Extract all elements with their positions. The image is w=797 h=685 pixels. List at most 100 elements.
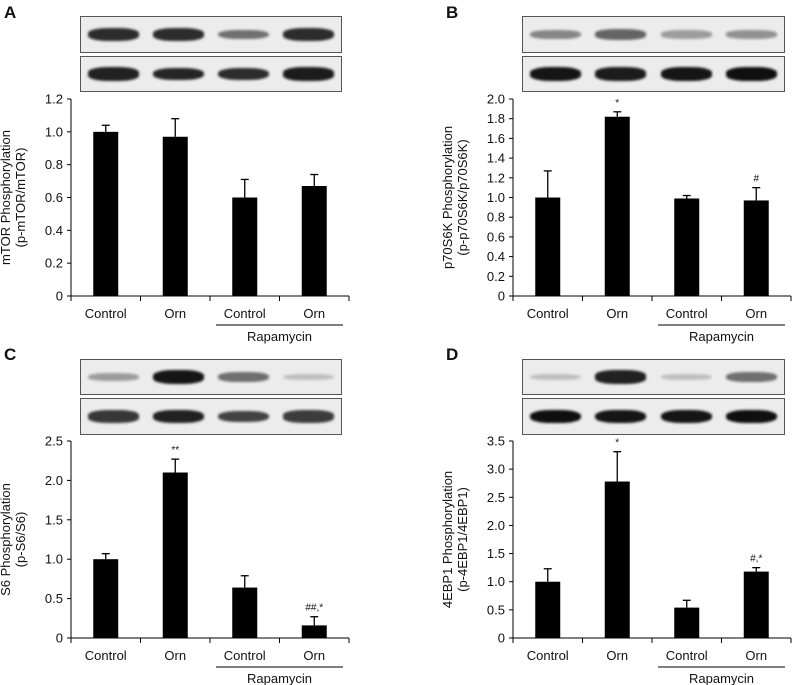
y-tick-label: 1.2 (45, 92, 63, 107)
blot-band (88, 28, 139, 41)
y-axis-label: 4EBP1 Phosphorylation (440, 471, 455, 608)
x-category-label: Orn (303, 648, 325, 663)
bar (93, 559, 119, 638)
x-category-label: Orn (164, 306, 186, 321)
blot-band (725, 409, 777, 424)
panel-a: A 0 0.2 0.4 0.6 0.8 1.0 1.2 Control Orn Control Or… (0, 0, 398, 344)
y-tick-label: 1.4 (487, 151, 505, 166)
western-blot-total (522, 398, 785, 435)
bar (535, 197, 561, 296)
y-tick-label: 0.5 (487, 602, 505, 617)
x-category-label: Control (666, 648, 708, 663)
panel-d: D 0 0.5 1.0 1.5 2.0 2.5 3.0 3.5 Control * Orn Contr… (400, 342, 797, 685)
blot-band (595, 67, 647, 81)
y-axis-label-unit: (p-4EBP1/4EBP1) (455, 487, 470, 592)
bar (232, 197, 258, 296)
western-blot-phospho (522, 16, 785, 53)
blot-band (218, 372, 269, 382)
significance-marker: ##,* (305, 603, 323, 614)
y-tick-label: 2.5 (487, 490, 505, 505)
y-tick-label: 0.5 (45, 591, 63, 606)
y-tick-label: 1.2 (487, 170, 505, 185)
y-tick-label: 1.5 (487, 546, 505, 561)
significance-marker: ** (171, 445, 179, 456)
y-tick-label: 1.6 (487, 131, 505, 146)
blot-band (530, 373, 582, 381)
y-axis-label: S6 Phosphorylation (0, 483, 13, 596)
blot-band (530, 67, 582, 81)
y-axis-label-unit: (p-p70S6K/p70S6K) (455, 139, 470, 255)
y-tick-label: 0.8 (487, 210, 505, 225)
y-axis-label: mTOR Phosphorylation (0, 130, 13, 265)
western-blot-phospho (522, 359, 785, 395)
bar-chart: 0 0.5 1.0 1.5 2.0 2.5 3.0 3.5 Control * Orn Control… (440, 434, 792, 685)
blot-band (725, 67, 777, 81)
bar (162, 136, 188, 296)
panel-c: C 0 0.5 1.0 1.5 2.0 2.5 Control ** Orn Control ##,… (0, 342, 398, 685)
significance-marker: #,* (750, 554, 762, 565)
western-blot-phospho (80, 359, 342, 395)
blot-band (660, 30, 712, 39)
y-tick-label: 2.0 (487, 92, 505, 107)
y-tick-label: 2.0 (487, 518, 505, 533)
bar (604, 116, 630, 296)
bar-chart: 0 0.5 1.0 1.5 2.0 2.5 Control ** Orn Control ##,* O… (0, 434, 350, 685)
y-tick-label: 0 (498, 289, 505, 304)
y-axis-label-unit: (p-S6/S6) (13, 512, 28, 568)
y-tick-label: 1.5 (45, 512, 63, 527)
blot-band (725, 30, 777, 39)
y-tick-label: 0.4 (45, 223, 63, 238)
significance-marker: # (753, 174, 759, 185)
x-category-label: Orn (164, 648, 186, 663)
group-label: Rapamycin (247, 671, 312, 685)
bar (674, 607, 700, 638)
y-tick-label: 2.0 (45, 473, 63, 488)
blot-band (530, 29, 582, 40)
panel-letter: B (446, 3, 459, 22)
bar (604, 481, 630, 638)
blot-band (88, 67, 139, 81)
x-category-label: Orn (745, 306, 767, 321)
bar (743, 571, 769, 638)
bar-chart: 0 0.2 0.4 0.6 0.8 1.0 1.2 Control Orn Control Orn R… (0, 92, 350, 344)
blot-band (660, 373, 712, 381)
blot-band (218, 410, 269, 423)
y-tick-label: 0 (498, 631, 505, 646)
blot-band (153, 67, 204, 81)
significance-marker: * (615, 98, 619, 109)
x-category-label: Orn (303, 306, 325, 321)
panel-letter: C (4, 345, 17, 364)
panel-letter: D (446, 345, 459, 364)
x-category-label: Control (224, 648, 266, 663)
x-category-label: Control (527, 306, 569, 321)
blot-band (153, 28, 204, 41)
y-tick-label: 0.4 (487, 249, 505, 264)
x-category-label: Control (85, 306, 127, 321)
y-axis-label: p70S6K Phosphorylation (440, 126, 455, 269)
y-tick-label: 1.0 (487, 190, 505, 205)
y-tick-label: 0.2 (45, 256, 63, 271)
western-blot-total (80, 398, 342, 435)
y-tick-label: 0.2 (487, 269, 505, 284)
blot-band (88, 410, 139, 423)
x-category-label: Control (85, 648, 127, 663)
group-label: Rapamycin (689, 329, 754, 344)
x-category-label: Control (666, 306, 708, 321)
y-tick-label: 1.0 (45, 124, 63, 139)
panel-b: B 0 0.2 0.4 0.6 0.8 1.0 1.2 1.4 1.6 1.8 2.0 Control… (400, 0, 797, 344)
blot-band (660, 409, 712, 424)
blot-band (283, 373, 334, 381)
bar (743, 200, 769, 296)
bar (301, 186, 327, 296)
y-tick-label: 0 (56, 631, 63, 646)
blot-band (530, 409, 582, 424)
x-category-label: Orn (606, 306, 628, 321)
x-category-label: Orn (745, 648, 767, 663)
y-tick-label: 0.6 (45, 190, 63, 205)
panel-letter: A (4, 3, 17, 22)
bar (301, 625, 327, 638)
x-category-label: Control (224, 306, 266, 321)
western-blot-phospho (80, 16, 342, 53)
group-label: Rapamycin (247, 329, 312, 344)
blot-band (595, 409, 647, 424)
